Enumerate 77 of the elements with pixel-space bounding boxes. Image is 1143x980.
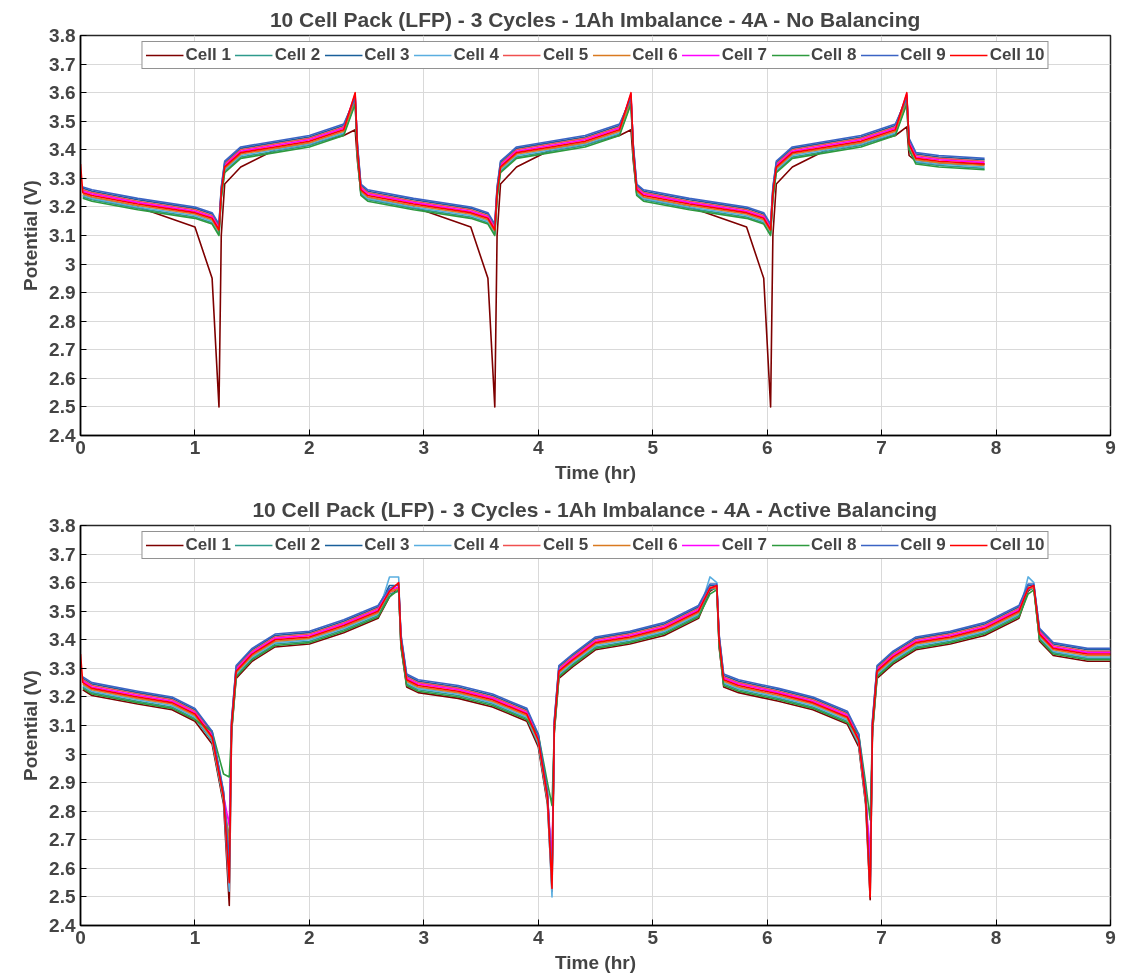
y-axis-title: Potential (V) [20, 180, 42, 291]
x-tick-label: 9 [1105, 436, 1116, 458]
legend-label: Cell 9 [900, 535, 946, 555]
y-tick-label: 3.1 [49, 715, 76, 736]
y-tick-label: 3.5 [49, 110, 76, 132]
x-tick-label: 5 [647, 436, 659, 458]
legend-label: Cell 4 [453, 45, 499, 65]
y-tick-label: 3.8 [49, 25, 76, 46]
y-tick-label: 3.3 [49, 167, 76, 189]
x-axis-title: Time (hr) [555, 461, 636, 483]
legend-label: Cell 1 [185, 535, 231, 555]
x-tick-label: 8 [990, 436, 1002, 458]
legend-label: Cell 2 [274, 45, 321, 65]
legend-label: Cell 7 [721, 45, 767, 65]
y-tick-label: 2.4 [49, 915, 76, 936]
x-tick-label: 1 [189, 436, 201, 458]
y-tick-label: 2.8 [49, 800, 76, 822]
y-tick-label: 2.6 [49, 367, 76, 389]
x-tick-label: 3 [418, 436, 430, 458]
y-tick-label: 3.4 [49, 139, 76, 161]
x-tick-label: 2 [304, 926, 315, 948]
y-tick-label: 3.5 [49, 600, 76, 622]
y-tick-label: 3 [64, 253, 76, 275]
y-tick-label: 2.6 [49, 857, 76, 879]
y-tick-label: 2.9 [49, 772, 76, 794]
legend-label: Cell 3 [364, 535, 410, 555]
legend-label: Cell 10 [989, 535, 1045, 555]
legend-label: Cell 3 [364, 45, 410, 65]
x-tick-label: 4 [532, 436, 544, 458]
x-axis-title: Time (hr) [555, 951, 636, 973]
legend-label: Cell 10 [989, 45, 1045, 65]
chart-title: 10 Cell Pack (LFP) - 3 Cycles - 1Ah Imbalance - 4A - No Balancing [269, 7, 921, 31]
legend-label: Cell 7 [721, 535, 767, 555]
legend-label: Cell 6 [632, 45, 678, 65]
y-tick-label: 3.2 [49, 686, 76, 708]
y-tick-label: 2.5 [49, 886, 76, 908]
legend-label: Cell 6 [632, 535, 678, 555]
legend-label: Cell 5 [542, 535, 589, 555]
x-tick-label: 7 [876, 436, 887, 458]
legend-label: Cell 8 [810, 45, 857, 65]
x-tick-label: 3 [418, 926, 430, 948]
y-tick-label: 3.6 [49, 82, 76, 104]
x-tick-label: 5 [647, 926, 659, 948]
y-tick-label: 3.8 [49, 515, 76, 536]
x-tick-label: 4 [532, 926, 544, 948]
legend-label: Cell 4 [453, 535, 499, 555]
y-tick-label: 3.7 [49, 543, 76, 565]
x-tick-label: 7 [876, 926, 887, 948]
x-tick-label: 1 [189, 926, 201, 948]
x-tick-label: 6 [761, 436, 773, 458]
x-tick-label: 0 [75, 436, 86, 458]
legend-label: Cell 2 [274, 535, 321, 555]
x-tick-label: 2 [304, 436, 315, 458]
legend-label: Cell 8 [810, 535, 857, 555]
x-tick-label: 8 [990, 926, 1002, 948]
y-tick-label: 3.7 [49, 53, 76, 75]
legend-label: Cell 5 [542, 45, 589, 65]
y-tick-label: 2.7 [49, 339, 76, 361]
y-tick-label: 3.1 [49, 225, 76, 246]
y-tick-label: 3.3 [49, 657, 76, 679]
y-tick-label: 3 [64, 743, 76, 765]
y-tick-label: 2.8 [49, 310, 76, 332]
y-tick-label: 2.4 [49, 425, 76, 446]
line-series [81, 588, 1111, 821]
y-tick-label: 3.2 [49, 196, 76, 218]
y-axis-title: Potential (V) [20, 670, 42, 781]
chart-title: 10 Cell Pack (LFP) - 3 Cycles - 1Ah Imbalance - 4A - Active Balancing [252, 497, 938, 521]
x-tick-label: 0 [75, 926, 86, 948]
x-tick-label: 9 [1105, 926, 1116, 948]
y-tick-label: 3.6 [49, 572, 76, 594]
y-tick-label: 2.9 [49, 282, 76, 304]
x-tick-label: 6 [761, 926, 773, 948]
y-tick-label: 2.5 [49, 396, 76, 418]
y-tick-label: 2.7 [49, 829, 76, 851]
legend-label: Cell 1 [185, 45, 231, 65]
legend-label: Cell 9 [900, 45, 946, 65]
y-tick-label: 3.4 [49, 629, 76, 651]
